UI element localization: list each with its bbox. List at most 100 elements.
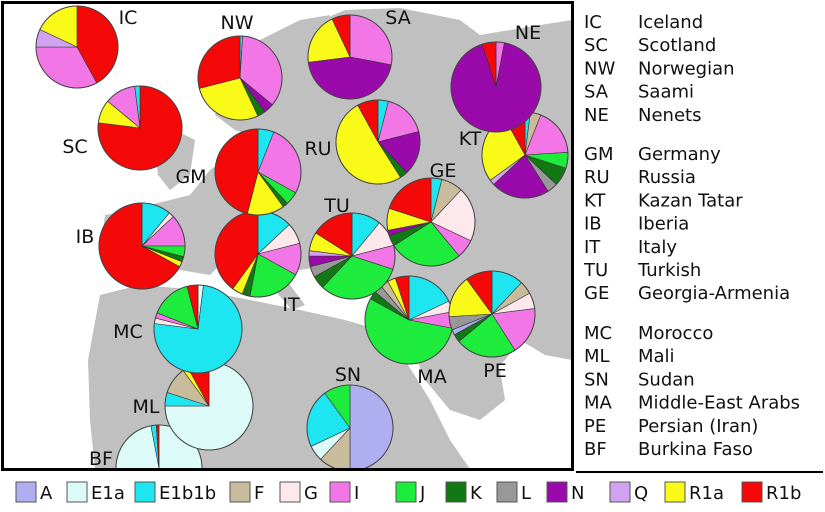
legend-label-n: N <box>571 483 584 504</box>
pie-label-nw: NW <box>221 12 254 34</box>
legend-code-ru: RU <box>584 167 610 188</box>
pie-outline-mc <box>153 284 243 374</box>
legend-label-g: G <box>304 483 318 504</box>
legend-code-ib: IB <box>584 214 602 235</box>
pie-mc <box>153 284 243 374</box>
legend-name-ma: Middle-East Arabs <box>638 393 800 414</box>
legend-name-it: Italy <box>638 237 677 258</box>
legend-label-i: I <box>354 483 359 504</box>
legend-code-it: IT <box>584 237 601 258</box>
legend-name-kt: Kazan Tatar <box>638 190 743 211</box>
pie-label-sa: SA <box>385 7 410 29</box>
pie-label-ne: NE <box>515 22 541 44</box>
pie-ma <box>364 275 454 365</box>
pie-outline-pe <box>448 270 536 358</box>
pie-label-ib: IB <box>76 226 95 248</box>
legend-name-ne: Nenets <box>638 105 701 126</box>
pie-outline-sn <box>306 384 394 469</box>
legend-swatch-r1a <box>664 481 686 503</box>
population-legend: IC Iceland SC Scotland NW Norwegian SA Saami NE N… <box>583 12 800 460</box>
pie-ru <box>335 99 421 185</box>
legend-name-sn: Sudan <box>638 369 695 390</box>
pie-label-sc: SC <box>62 136 87 158</box>
legend-label-r1b: R1b <box>766 483 801 504</box>
legend-swatch-a <box>15 481 37 503</box>
legend-label-a: A <box>40 483 53 504</box>
pie-label-sn: SN <box>335 364 361 386</box>
pie-outline-sc <box>97 85 183 171</box>
pie-label-bf: BF <box>89 448 113 470</box>
pie-kt <box>481 111 569 199</box>
legend-name-pe: Persian (Iran) <box>638 416 758 437</box>
pie-sc <box>97 85 183 171</box>
legend-swatch-n <box>546 481 568 503</box>
legend-code-bf: BF <box>584 439 607 460</box>
legend-code-nw: NW <box>584 58 615 79</box>
legend-name-ru: Russia <box>638 167 696 188</box>
haplogroup-legend: A E1a E1b1b F G I J K L N Q R1a R1b <box>15 481 801 504</box>
pie-ic <box>35 5 119 89</box>
legend-swatch-r1b <box>741 481 763 503</box>
legend-code-ml: ML <box>584 346 610 367</box>
legend-name-ml: Mali <box>638 346 675 367</box>
pie-pe <box>448 270 536 358</box>
legend-name-sc: Scotland <box>638 35 716 56</box>
pie-outline-ib <box>98 202 186 290</box>
legend-code-ic: IC <box>584 12 602 33</box>
pie-ib <box>98 202 186 290</box>
pie-outline-gm <box>214 128 302 216</box>
pie-label-ml: ML <box>133 396 160 418</box>
legend-swatch-e1a <box>66 481 88 503</box>
legend-code-gm: GM <box>584 144 613 165</box>
map-frame <box>1 1 574 471</box>
legend-swatch-q <box>609 481 631 503</box>
legend-code-tu: TU <box>583 260 608 281</box>
legend-label-j: J <box>419 483 425 504</box>
legend-swatch-l <box>496 481 518 503</box>
legend-label-e1a: E1a <box>91 483 125 504</box>
legend-code-sn: SN <box>584 369 609 390</box>
legend-label-f: F <box>254 483 264 504</box>
legend-swatch-i <box>329 481 351 503</box>
pie-gm <box>214 128 302 216</box>
pie-tu <box>308 212 396 300</box>
pie-outline-sa <box>307 14 393 100</box>
legend-name-bf: Burkina Faso <box>638 439 753 460</box>
pie-outline-ru <box>335 99 421 185</box>
legend-code-ne: NE <box>584 105 609 126</box>
pie-sn <box>306 384 394 469</box>
legend-label-e1b1b: E1b1b <box>159 483 216 504</box>
legend-name-mc: Morocco <box>638 323 713 344</box>
legend-swatch-e1b1b <box>134 481 156 503</box>
pie-label-ic: IC <box>119 7 138 29</box>
legend-label-k: K <box>470 483 483 504</box>
pie-ml <box>164 361 254 451</box>
pie-label-gm: GM <box>175 166 206 188</box>
legend-swatch-g <box>279 481 301 503</box>
pie-label-kt: KT <box>459 128 482 150</box>
legend-name-ib: Iberia <box>638 214 689 235</box>
pie-nw <box>197 35 283 121</box>
pie-label-ru: RU <box>304 138 331 160</box>
pie-outline-ne <box>450 41 542 133</box>
legend-name-ge: Georgia-Armenia <box>638 283 790 304</box>
legend-code-sa: SA <box>584 82 609 103</box>
pie-label-mc: MC <box>113 321 143 343</box>
legend-name-tu: Turkish <box>637 260 701 281</box>
legend-label-r1a: R1a <box>689 483 724 504</box>
legend-name-gm: Germany <box>638 144 721 165</box>
pie-label-ma: MA <box>417 366 446 388</box>
legend-code-ge: GE <box>584 283 609 304</box>
pie-ne <box>450 41 542 133</box>
legend-swatch-f <box>229 481 251 503</box>
pie-ge <box>386 177 476 267</box>
pie-outline-tu <box>308 212 396 300</box>
pie-it <box>214 210 302 298</box>
legend-name-nw: Norwegian <box>638 58 735 79</box>
legend-swatch-k <box>445 481 467 503</box>
pie-outline-ge <box>386 177 476 267</box>
pie-sa <box>307 14 393 100</box>
